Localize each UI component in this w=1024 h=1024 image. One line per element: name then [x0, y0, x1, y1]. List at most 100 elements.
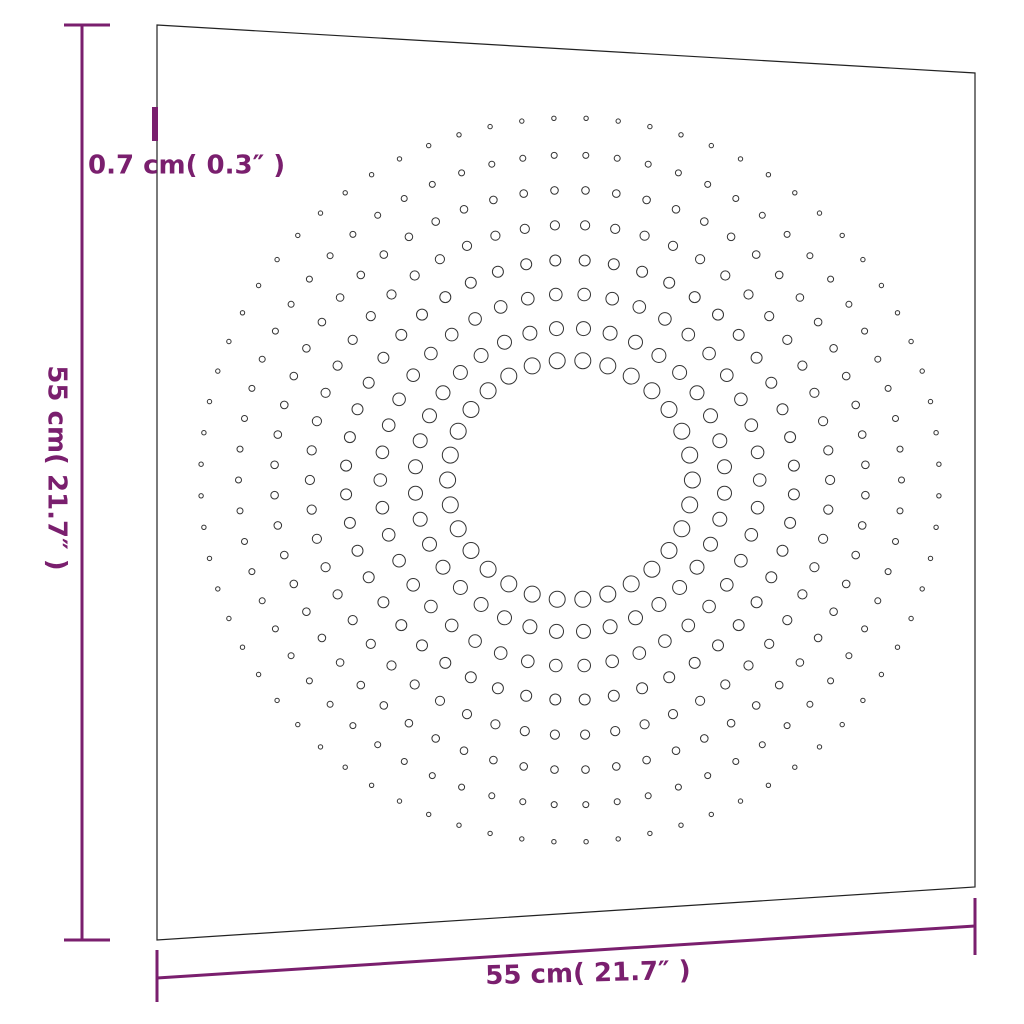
dot	[689, 559, 705, 575]
dot	[672, 580, 688, 595]
dot	[839, 721, 845, 728]
dot	[431, 217, 441, 226]
dot	[612, 762, 621, 771]
dot	[408, 485, 423, 501]
dot	[787, 488, 800, 501]
dot	[198, 493, 204, 499]
dot	[306, 445, 317, 456]
dot	[927, 555, 934, 562]
dot	[678, 822, 684, 828]
dot	[487, 123, 493, 130]
dot	[607, 689, 620, 702]
dot	[878, 671, 885, 678]
dot	[813, 317, 823, 327]
dot	[765, 172, 772, 178]
dot	[582, 801, 590, 809]
dot	[255, 282, 262, 289]
dot	[892, 415, 899, 422]
dot	[578, 693, 591, 706]
dot	[335, 658, 345, 667]
dot	[720, 679, 731, 690]
dot	[255, 671, 262, 678]
dot	[776, 403, 789, 416]
dot	[332, 589, 343, 600]
dot	[660, 401, 678, 418]
dot	[452, 580, 468, 595]
dot	[644, 792, 652, 800]
dot	[898, 476, 905, 484]
dot	[226, 338, 232, 345]
dot	[449, 422, 467, 440]
dot	[582, 151, 590, 159]
dot	[816, 210, 823, 216]
dot	[375, 445, 390, 460]
dot	[732, 758, 740, 765]
dot	[408, 459, 423, 475]
dot	[688, 291, 701, 304]
dot	[215, 368, 221, 374]
dot	[636, 265, 649, 278]
dot	[734, 553, 748, 568]
dot	[610, 726, 621, 737]
dot	[362, 376, 375, 389]
dot	[468, 634, 482, 648]
dot	[751, 250, 761, 259]
dot	[548, 590, 566, 608]
dot	[550, 765, 559, 774]
dot	[860, 256, 866, 263]
dot	[795, 293, 805, 302]
dot	[304, 474, 315, 486]
dot	[365, 311, 376, 322]
dot	[813, 633, 823, 643]
dot	[919, 368, 925, 374]
dot	[548, 352, 566, 370]
dot	[239, 644, 246, 650]
dot	[241, 538, 248, 545]
dot	[519, 762, 529, 771]
dot	[497, 334, 512, 350]
dot	[636, 682, 649, 695]
dot	[406, 578, 421, 592]
dot	[340, 459, 353, 472]
dot	[712, 639, 724, 652]
dot	[827, 275, 835, 283]
dot	[497, 610, 512, 626]
dot	[861, 460, 870, 470]
dot	[520, 689, 533, 702]
dot	[305, 677, 313, 685]
dot	[632, 646, 647, 660]
dot	[784, 431, 797, 444]
dot	[884, 568, 892, 576]
dot	[431, 734, 441, 743]
height-label: 55 cm( 21.7″ )	[42, 365, 72, 570]
dot	[667, 709, 679, 720]
dot	[732, 328, 745, 341]
dot	[764, 638, 775, 650]
dot	[689, 385, 705, 401]
dot	[639, 719, 650, 730]
dot	[487, 830, 493, 837]
dot	[198, 461, 204, 467]
dot	[523, 585, 541, 603]
dot	[258, 597, 266, 605]
dot	[743, 289, 754, 300]
dot	[663, 276, 676, 289]
dot	[458, 169, 466, 177]
dot	[551, 839, 557, 845]
dot	[356, 270, 366, 280]
dot	[287, 300, 295, 308]
dot	[444, 618, 459, 633]
dot	[519, 836, 525, 842]
dot	[651, 597, 667, 612]
dot	[493, 300, 508, 314]
dot-pattern	[198, 115, 942, 845]
dot	[326, 252, 334, 260]
dot	[861, 490, 870, 500]
dot	[392, 553, 406, 568]
dot	[349, 722, 357, 730]
dot	[305, 275, 313, 283]
dot	[933, 430, 939, 436]
dot	[874, 355, 882, 363]
dot	[681, 327, 696, 342]
dot	[549, 693, 562, 706]
